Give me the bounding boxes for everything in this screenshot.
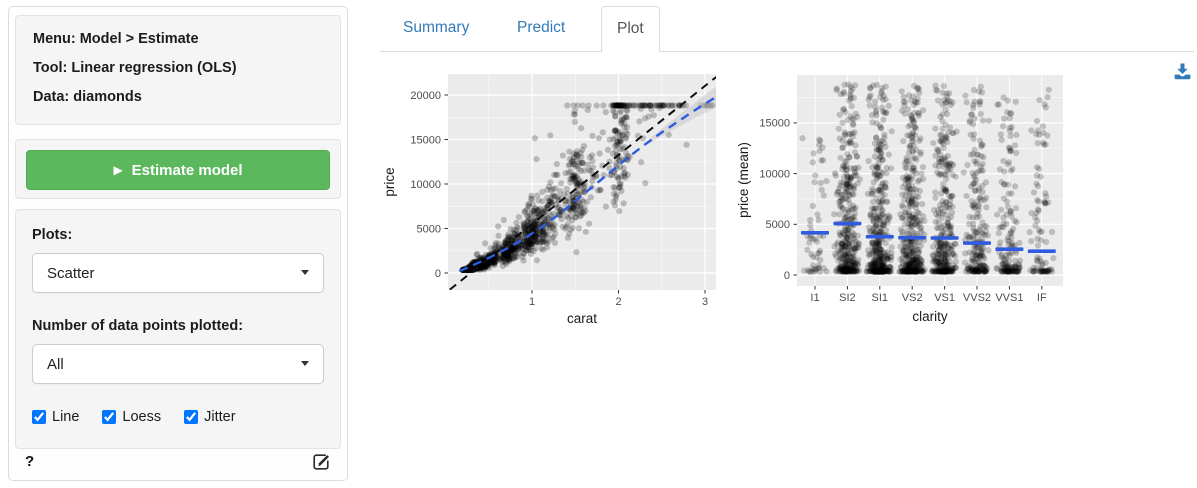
scatter-plot-price-carat: 1 2 3 0 5000 10000 15000 20000 carat price [378,68,721,335]
line-options-row: Line Loess Jitter [32,409,324,425]
plot-output: 1 2 3 0 5000 10000 15000 20000 carat price I1 SI2 S… [378,68,1083,335]
svg-text:5000: 5000 [417,223,441,235]
line-checkbox[interactable] [32,410,46,424]
svg-text:price (mean): price (mean) [736,142,751,218]
plots-select-value: Scatter [47,264,95,282]
svg-text:VVS2: VVS2 [963,292,991,304]
plot-options-panel: Plots: Scatter Number of data points plo… [15,209,341,449]
jitter-plot-price-clarity: I1 SI2 SI1 VS2 VS1 VVS2 VVS1 IF 0 5000 10000 15000 c… [735,68,1083,335]
tab-predict[interactable]: Predict [517,19,566,36]
svg-text:5000: 5000 [766,219,790,231]
svg-text:VVS1: VVS1 [995,292,1023,304]
download-plot-button[interactable] [1173,62,1192,86]
help-icon[interactable]: ? [25,452,35,470]
svg-text:IF: IF [1037,292,1047,304]
dataset-label: Data: diamonds [33,89,142,105]
svg-text:SI2: SI2 [839,292,856,304]
sidebar: Menu: Model > Estimate Tool: Linear regr… [8,6,348,481]
svg-text:0: 0 [435,268,441,280]
svg-text:2: 2 [615,296,621,308]
svg-text:15000: 15000 [759,118,790,130]
svg-text:10000: 10000 [410,179,441,191]
plots-select[interactable]: Scatter [32,253,324,293]
tool-label: Tool: Linear regression (OLS) [33,60,237,76]
line-checkbox-label: Line [52,409,80,425]
chevron-down-icon [301,361,309,366]
model-info-panel: Menu: Model > Estimate Tool: Linear regr… [15,15,341,125]
estimate-model-button-label: Estimate model [131,161,243,179]
svg-text:15000: 15000 [410,134,441,146]
svg-text:0: 0 [784,270,790,282]
tab-plot[interactable]: Plot [601,6,660,52]
npoints-label: Number of data points plotted: [32,318,244,334]
sidebar-footer: ? [25,450,331,472]
estimate-panel: ▶ Estimate model [15,139,341,199]
svg-text:20000: 20000 [410,90,441,102]
npoints-select-value: All [47,355,64,373]
menu-breadcrumb: Menu: Model > Estimate [33,31,199,47]
svg-text:carat: carat [567,311,597,326]
chevron-down-icon [301,270,309,275]
svg-text:clarity: clarity [912,309,948,324]
jitter-checkbox[interactable] [184,410,199,424]
svg-text:1: 1 [529,296,535,308]
jitter-checkbox-label: Jitter [204,409,236,425]
svg-text:price: price [382,167,397,196]
svg-text:3: 3 [702,296,708,308]
checkbox-jitter[interactable]: Jitter [184,409,236,425]
svg-text:SI1: SI1 [872,292,889,304]
download-icon [1174,63,1191,80]
svg-text:VS1: VS1 [934,292,955,304]
loess-checkbox-label: Loess [122,409,162,425]
loess-checkbox[interactable] [102,410,117,424]
tabbar-divider [380,51,1194,52]
npoints-select[interactable]: All [32,344,324,384]
play-icon: ▶ [113,163,123,177]
edit-report-icon[interactable] [312,452,331,471]
tab-summary[interactable]: Summary [403,19,470,36]
estimate-model-button[interactable]: ▶ Estimate model [26,150,330,190]
svg-text:I1: I1 [810,292,819,304]
svg-text:10000: 10000 [759,168,790,180]
checkbox-line[interactable]: Line [32,409,79,425]
checkbox-loess[interactable]: Loess [102,409,161,425]
plots-label: Plots: [32,227,73,243]
svg-text:VS2: VS2 [902,292,923,304]
